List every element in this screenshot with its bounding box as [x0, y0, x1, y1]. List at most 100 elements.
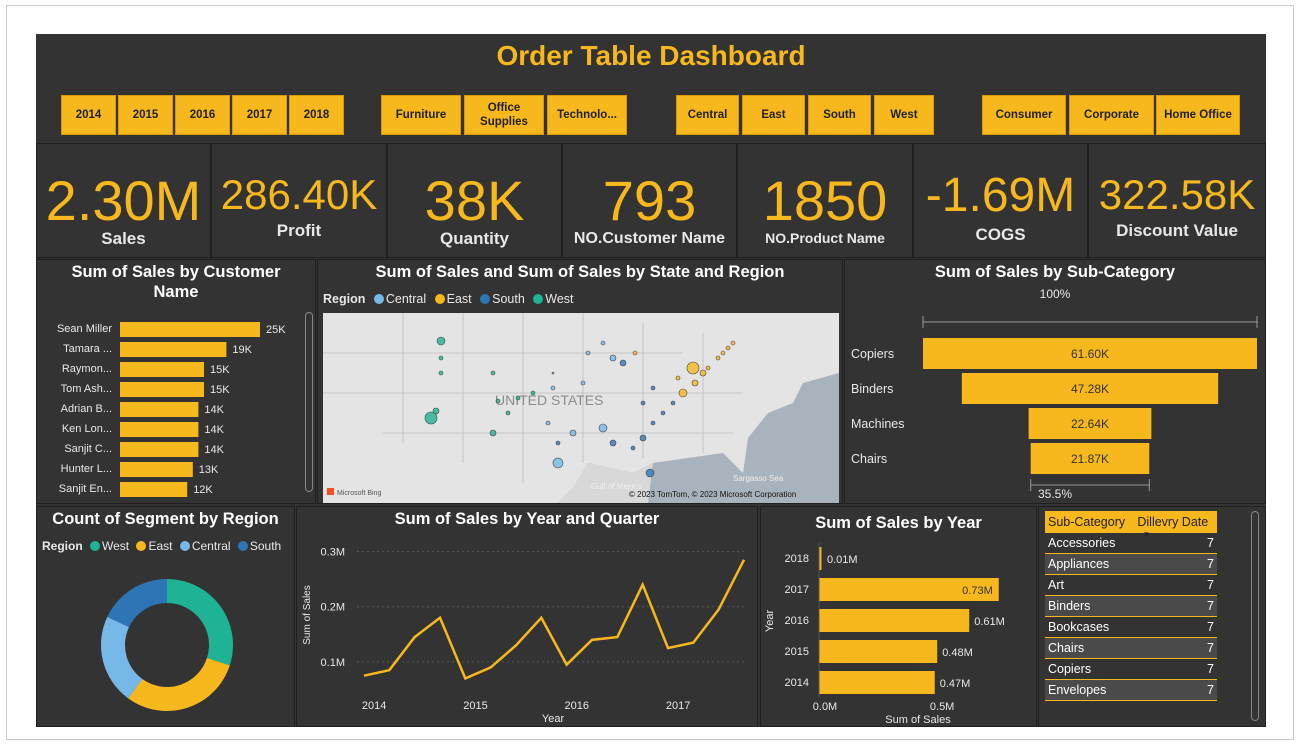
map-bubble-east[interactable] [725, 345, 731, 351]
map-bubble-west[interactable] [505, 410, 511, 416]
customer-bar[interactable] [120, 402, 199, 417]
funnel-bar[interactable] [1028, 408, 1152, 439]
table-row[interactable]: Copiers 7 [1045, 658, 1217, 680]
table-row[interactable]: Envelopes 7 [1045, 679, 1217, 701]
slicer-year-2015[interactable]: 2015 [118, 95, 173, 135]
customer-bar[interactable] [120, 362, 204, 377]
slicer-year-2018[interactable]: 2018 [289, 95, 344, 135]
customer-bar[interactable] [120, 422, 199, 437]
map-bubble-east[interactable] [675, 375, 681, 381]
customer-bar[interactable] [120, 442, 199, 457]
map-bubble-east[interactable] [730, 340, 736, 346]
map-bubble-south[interactable] [619, 359, 627, 367]
us-map[interactable]: UNITED STATES Microsoft Bing Gulf of Mex… [323, 313, 839, 503]
funnel-value-label: 21.87K [1071, 452, 1109, 466]
map-bubble-south[interactable] [640, 400, 646, 406]
map-bubble-south[interactable] [630, 445, 636, 451]
funnel-bar[interactable] [1030, 443, 1150, 474]
map-bubble-west[interactable] [515, 395, 521, 401]
map-bubble-west[interactable] [432, 407, 440, 415]
map-bubble-south[interactable] [650, 385, 656, 391]
map-bubble-south[interactable] [555, 440, 561, 446]
map-bubble-east[interactable] [699, 369, 707, 377]
map-bubble-east[interactable] [691, 379, 699, 387]
map-bubble-south[interactable] [639, 434, 647, 442]
slicer-category-office-supplies[interactable]: Office Supplies [464, 95, 544, 135]
customer-bar[interactable] [120, 482, 188, 497]
map-bubble-central[interactable] [545, 420, 551, 426]
slicer-category-technology[interactable]: Technolo... [547, 95, 627, 135]
slicer-region-central[interactable]: Central [676, 95, 739, 135]
table-cell-subcategory: Art [1048, 578, 1064, 592]
slicer-year-2016[interactable]: 2016 [175, 95, 230, 135]
map-bubble-west[interactable] [495, 398, 501, 404]
map-bubble-central[interactable] [551, 371, 555, 375]
donut-slice-east[interactable] [128, 657, 230, 711]
slicer-year-2017[interactable]: 2017 [232, 95, 287, 135]
table-cell-delivery-date: 7 [1207, 599, 1214, 613]
year-quarter-panel: Sum of Sales by Year and Quarter 0.3M 0.2… [296, 506, 758, 727]
donut-slice-central[interactable] [101, 616, 143, 699]
map-bubble-east[interactable] [720, 350, 726, 356]
customer-bar[interactable] [120, 342, 227, 357]
customer-scrollbar[interactable] [305, 312, 313, 492]
customer-bar[interactable] [120, 462, 193, 477]
table-header-delivery-date[interactable]: Dillevry Date ▼ [1134, 511, 1217, 539]
map-bubble-south[interactable] [645, 468, 655, 478]
customer-bar[interactable] [120, 322, 260, 337]
map-bubble-west[interactable] [489, 429, 497, 437]
table-row[interactable]: Bookcases 7 [1045, 616, 1217, 638]
slicer-year-2014[interactable]: 2014 [61, 95, 116, 135]
slicer-category-furniture[interactable]: Furniture [381, 95, 461, 135]
year-bar[interactable] [819, 671, 935, 694]
table-header-subcategory[interactable]: Sub-Category [1048, 515, 1126, 529]
map-bubble-east[interactable] [678, 388, 688, 398]
table-row[interactable]: Appliances 7 [1045, 553, 1217, 575]
map-bubble-south[interactable] [609, 439, 617, 447]
donut-slice-south[interactable] [107, 579, 167, 628]
table-row[interactable]: Accessories 7 [1045, 533, 1217, 554]
slicer-segment-corporate[interactable]: Corporate [1069, 95, 1154, 135]
map-bubble-central[interactable] [552, 457, 564, 469]
map-bubble-central[interactable] [550, 385, 556, 391]
slicer-segment-home-office[interactable]: Home Office [1156, 95, 1240, 135]
map-bubble-south[interactable] [670, 400, 676, 406]
map-bubble-west[interactable] [530, 390, 536, 396]
slicer-region-south[interactable]: South [808, 95, 871, 135]
map-bubble-west[interactable] [438, 355, 444, 361]
slicer-region-west[interactable]: West [874, 95, 934, 135]
map-bubble-east[interactable] [632, 350, 638, 356]
map-bubble-west[interactable] [490, 370, 496, 376]
map-bubble-central[interactable] [580, 380, 586, 386]
table-row[interactable]: Binders 7 [1045, 595, 1217, 617]
map-bubble-central[interactable] [569, 429, 577, 437]
map-bubble-east[interactable] [715, 355, 721, 361]
funnel-bar[interactable] [961, 373, 1219, 404]
customer-bar[interactable] [120, 382, 204, 397]
map-bubble-west[interactable] [436, 336, 446, 346]
year-bar[interactable] [819, 640, 938, 663]
map-bubble-central[interactable] [609, 354, 617, 362]
map-bubble-south[interactable] [650, 420, 656, 426]
table-cell-delivery-date: 7 [1207, 578, 1214, 592]
map-bubble-central[interactable] [585, 350, 591, 356]
table-row[interactable]: Chairs 7 [1045, 637, 1217, 659]
year-bar[interactable] [819, 609, 970, 632]
slicer-region-east[interactable]: East [742, 95, 805, 135]
map-bubble-central[interactable] [600, 340, 606, 346]
map-bubble-east[interactable] [705, 365, 711, 371]
sales-line[interactable] [363, 559, 746, 681]
map-bubble-central[interactable] [598, 423, 608, 433]
table-row[interactable]: Art 7 [1045, 574, 1217, 596]
table-scrollbar[interactable] [1251, 511, 1259, 721]
sort-down-icon[interactable]: ▼ [1142, 530, 1151, 539]
year-bar[interactable] [819, 547, 822, 570]
donut-slice-west[interactable] [167, 579, 233, 666]
year-bar[interactable] [819, 578, 999, 601]
map-bubble-east[interactable] [686, 361, 700, 375]
map-bubble-west[interactable] [424, 411, 438, 425]
map-bubble-west[interactable] [438, 370, 444, 376]
slicer-segment-consumer[interactable]: Consumer [982, 95, 1066, 135]
map-bubble-south[interactable] [660, 410, 666, 416]
funnel-bar[interactable] [923, 338, 1257, 369]
